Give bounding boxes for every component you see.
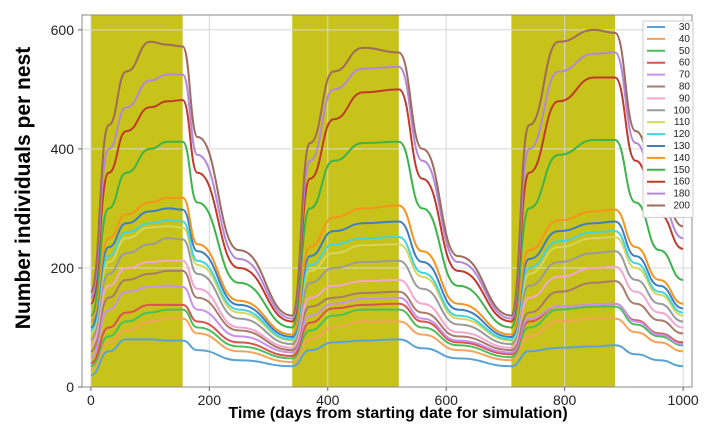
y-tick-label-600: 600 bbox=[51, 22, 75, 38]
series-line-120 bbox=[89, 219, 684, 341]
legend-label-140: 140 bbox=[673, 153, 690, 164]
y-tick-label-0: 0 bbox=[66, 379, 74, 395]
x-tick-label-600: 600 bbox=[435, 392, 459, 408]
x-tick-label-400: 400 bbox=[316, 392, 340, 408]
y-axis-title: Number individuals per nest bbox=[12, 47, 35, 329]
series-line-30 bbox=[90, 338, 684, 377]
legend-label-30: 30 bbox=[679, 22, 691, 33]
x-tick-labels: 0 200 400 600 800 1000 bbox=[87, 392, 699, 408]
legend: 3040506070809010011012013014015016018020… bbox=[642, 20, 694, 218]
legend-label-90: 90 bbox=[679, 93, 691, 104]
series-line-180 bbox=[89, 51, 684, 320]
series-lines bbox=[89, 28, 684, 377]
legend-label-150: 150 bbox=[673, 165, 690, 176]
x-tick-label-0: 0 bbox=[87, 392, 95, 408]
legend-label-160: 160 bbox=[673, 177, 690, 188]
legend-label-110: 110 bbox=[674, 117, 690, 128]
legend-label-200: 200 bbox=[673, 201, 690, 212]
legend-label-80: 80 bbox=[679, 82, 691, 93]
x-tick-label-200: 200 bbox=[198, 392, 222, 408]
y-tick-label-200: 200 bbox=[51, 260, 75, 276]
legend-label-70: 70 bbox=[679, 70, 691, 81]
legend-label-60: 60 bbox=[679, 58, 691, 69]
series-line-150 bbox=[89, 139, 684, 329]
x-tick-label-800: 800 bbox=[553, 392, 577, 408]
series-line-140 bbox=[89, 196, 684, 336]
series-line-100 bbox=[89, 237, 684, 346]
y-tick-labels: 0 200 400 600 bbox=[51, 22, 75, 395]
legend-label-50: 50 bbox=[679, 46, 691, 57]
series-line-130 bbox=[89, 207, 684, 338]
series-line-50 bbox=[90, 305, 684, 368]
legend-label-40: 40 bbox=[679, 34, 691, 45]
x-tick-label-1000: 1000 bbox=[668, 392, 699, 408]
series-line-90 bbox=[89, 259, 684, 349]
series-line-80 bbox=[90, 269, 684, 353]
legend-label-180: 180 bbox=[673, 189, 690, 200]
legend-label-120: 120 bbox=[673, 129, 690, 140]
series-line-160 bbox=[89, 76, 684, 323]
series-line-40 bbox=[90, 317, 684, 371]
legend-label-130: 130 bbox=[673, 141, 690, 152]
series-line-200 bbox=[89, 28, 684, 317]
legend-label-100: 100 bbox=[673, 105, 690, 116]
x-axis-title: Time (days from starting date for simula… bbox=[228, 405, 567, 422]
shaded-period-1 bbox=[90, 15, 183, 387]
y-tick-label-400: 400 bbox=[51, 141, 75, 157]
series-line-110 bbox=[89, 225, 684, 342]
legend-box bbox=[642, 20, 694, 218]
series-line-70 bbox=[90, 284, 684, 359]
